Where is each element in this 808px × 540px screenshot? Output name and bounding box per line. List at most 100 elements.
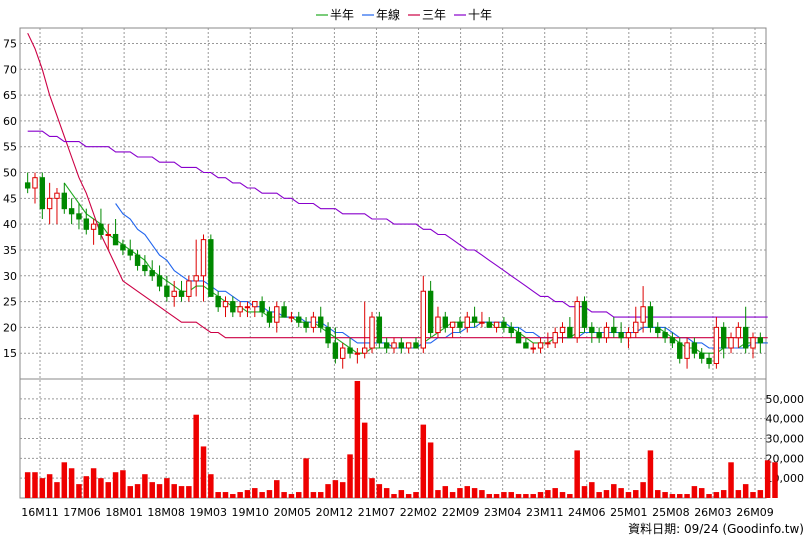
volume-y-tick-label: 20,000	[766, 452, 805, 465]
volume-bar	[508, 492, 514, 498]
candle	[61, 182, 67, 214]
price-y-tick-label: 65	[3, 89, 17, 102]
candle-body	[24, 182, 31, 189]
volume-bar	[347, 454, 353, 498]
volume-bar	[317, 492, 324, 498]
volume-bar	[537, 492, 544, 498]
candle-body	[156, 275, 163, 287]
candle	[655, 322, 661, 338]
candle	[567, 317, 573, 339]
candle-body	[303, 321, 309, 328]
candle	[244, 301, 251, 318]
volume-bar	[442, 486, 449, 498]
candle	[611, 317, 617, 338]
candle-body	[354, 352, 361, 355]
volume-bar	[581, 486, 588, 498]
candle-body	[208, 239, 214, 297]
candle	[420, 275, 427, 354]
candle	[178, 280, 185, 302]
chart-legend: 半年 年線 三年 十年	[316, 7, 492, 22]
candle	[574, 296, 580, 343]
candle	[105, 224, 111, 250]
candle-body	[735, 326, 742, 339]
volume-bar	[750, 492, 756, 498]
candlesticks	[24, 172, 764, 369]
volume-bar	[296, 492, 302, 498]
candle-body	[728, 337, 734, 349]
candle-body	[669, 337, 676, 344]
legend-item-half-year: 半年	[316, 8, 354, 22]
candle	[721, 322, 727, 359]
candle	[640, 286, 646, 333]
grid	[20, 28, 766, 498]
candle	[706, 353, 712, 369]
candle-body	[361, 347, 368, 354]
candle	[728, 332, 734, 354]
x-tick-label: 20M05	[274, 506, 312, 519]
candle	[134, 249, 141, 271]
candle	[222, 296, 229, 318]
candle	[493, 321, 500, 333]
price-y-tick-label: 40	[3, 218, 17, 231]
x-tick-label: 16M11	[21, 506, 59, 519]
candle-body	[310, 316, 317, 328]
candle	[142, 255, 148, 276]
candle	[479, 311, 485, 328]
volume-bar	[237, 492, 243, 498]
volume-bar	[662, 492, 668, 498]
candle-body	[449, 321, 456, 328]
candle	[32, 172, 38, 204]
volume-bar	[640, 482, 646, 498]
candle-body	[68, 208, 75, 215]
candle	[662, 327, 668, 343]
candle	[252, 301, 258, 318]
x-tick-label: 26M03	[694, 506, 732, 519]
candle-body	[633, 321, 639, 334]
candle	[54, 188, 60, 225]
volume-bar	[391, 494, 397, 498]
candle-body	[112, 233, 119, 246]
candle	[98, 208, 104, 240]
candle	[449, 321, 456, 338]
candle-body	[757, 337, 764, 344]
candle	[391, 337, 397, 354]
volume-bar	[230, 494, 236, 498]
candle-body	[596, 332, 602, 339]
candle	[215, 291, 221, 312]
candle-body	[611, 326, 617, 334]
candle-body	[237, 306, 243, 313]
candle	[457, 317, 463, 333]
volume-bar	[757, 490, 764, 498]
x-tick-label: 22M02	[400, 506, 438, 519]
candle-body	[486, 321, 492, 328]
candle-body	[640, 306, 646, 323]
candle	[164, 275, 170, 302]
candle-body	[545, 342, 551, 345]
candle	[757, 332, 764, 354]
price-y-tick-label: 55	[3, 141, 17, 154]
price-y-tick-label: 70	[3, 63, 17, 76]
volume-bar	[127, 486, 133, 498]
candle	[625, 327, 632, 349]
volume-bar	[252, 488, 258, 498]
candle-body	[76, 213, 82, 220]
volume-bar	[105, 482, 112, 498]
candle	[149, 260, 155, 281]
volume-bar	[369, 478, 375, 498]
candle-body	[376, 316, 383, 344]
candle-body	[32, 177, 38, 189]
volume-bar	[449, 492, 456, 498]
x-axis: 16M11 17M06 18M01 18M08 19M03 19M10 20M05 20M12…	[21, 506, 774, 519]
volume-bar	[354, 380, 361, 498]
candle	[545, 332, 551, 349]
candle	[603, 322, 610, 343]
candle-body	[537, 342, 544, 349]
candle	[750, 332, 756, 359]
candle	[486, 317, 492, 328]
volume-bar	[193, 414, 199, 498]
volume-bar	[559, 492, 566, 498]
ma-line-2	[27, 32, 768, 339]
candle-body	[691, 342, 698, 354]
volume-bar	[427, 442, 434, 498]
